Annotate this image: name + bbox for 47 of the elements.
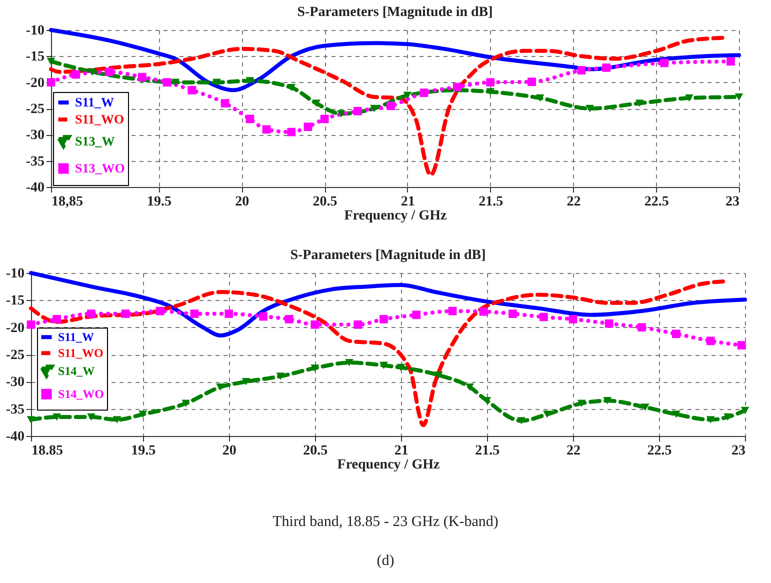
x-tick-label: 21.5	[475, 444, 500, 458]
chart-title: S-Parameters [Magnitude in dB]	[290, 248, 486, 263]
y-tick-label: -25	[26, 102, 44, 117]
x-axis-title: Frequency / GHz	[344, 208, 447, 224]
y-tick-label: -35	[26, 154, 44, 170]
legend-label: S13_WO	[75, 160, 125, 176]
legend-label: S13_W	[75, 134, 115, 148]
y-tick-label: -15	[6, 294, 24, 309]
legend-label: S14_WO	[58, 387, 104, 402]
x-tick-label: 18.85	[32, 444, 63, 458]
x-tick-label: 23	[726, 194, 740, 210]
legend-label: S11_W	[58, 330, 94, 344]
line-series	[49, 36, 724, 177]
legend-label: S11_W	[75, 94, 114, 110]
x-tick-label: 22	[566, 194, 581, 210]
y-tick-label: -30	[6, 375, 24, 390]
y-tick-label: -40	[6, 430, 24, 444]
x-tick-label: 21	[400, 194, 415, 210]
x-tick-label: 20	[235, 194, 250, 210]
x-tick-label: 22.5	[644, 194, 669, 210]
chart-title: S-Parameters [Magnitude in dB]	[297, 5, 493, 20]
y-tick-label: -10	[26, 24, 44, 38]
x-tick-label: 20.5	[312, 194, 338, 210]
legend-label: S14_W	[58, 364, 95, 378]
x-tick-label: 19.5	[147, 194, 172, 210]
text: Third band, 18.85 - 23 GHz (K-band)	[272, 514, 500, 531]
y-tick-label: -30	[26, 128, 44, 144]
y-tick-label: -40	[26, 180, 44, 196]
x-tick-label: 23	[732, 444, 746, 458]
x-tick-label: 22.5	[647, 444, 672, 458]
x-tick-label: 21.5	[478, 194, 504, 210]
y-tick-label: -20	[6, 320, 24, 336]
x-tick-label: 22	[566, 444, 580, 458]
x-tick-label: 21	[394, 444, 408, 458]
x-axis-title: Frequency / GHz	[337, 458, 440, 472]
legend-label: S11_WO	[75, 112, 124, 126]
x-tick-label: 18,85	[52, 194, 83, 210]
text: (d)	[376, 553, 396, 570]
x-tick-label: 20.5	[303, 444, 328, 458]
x-tick-label: 20	[222, 444, 236, 458]
y-tick-label: -35	[6, 402, 24, 418]
y-tick-label: -20	[26, 76, 44, 91]
y-tick-label: -25	[6, 348, 24, 363]
x-tick-label: 19.5	[131, 444, 156, 458]
y-tick-label: -10	[6, 266, 24, 282]
legend-label: S11_WO	[58, 346, 104, 360]
y-tick-label: -15	[26, 50, 44, 65]
